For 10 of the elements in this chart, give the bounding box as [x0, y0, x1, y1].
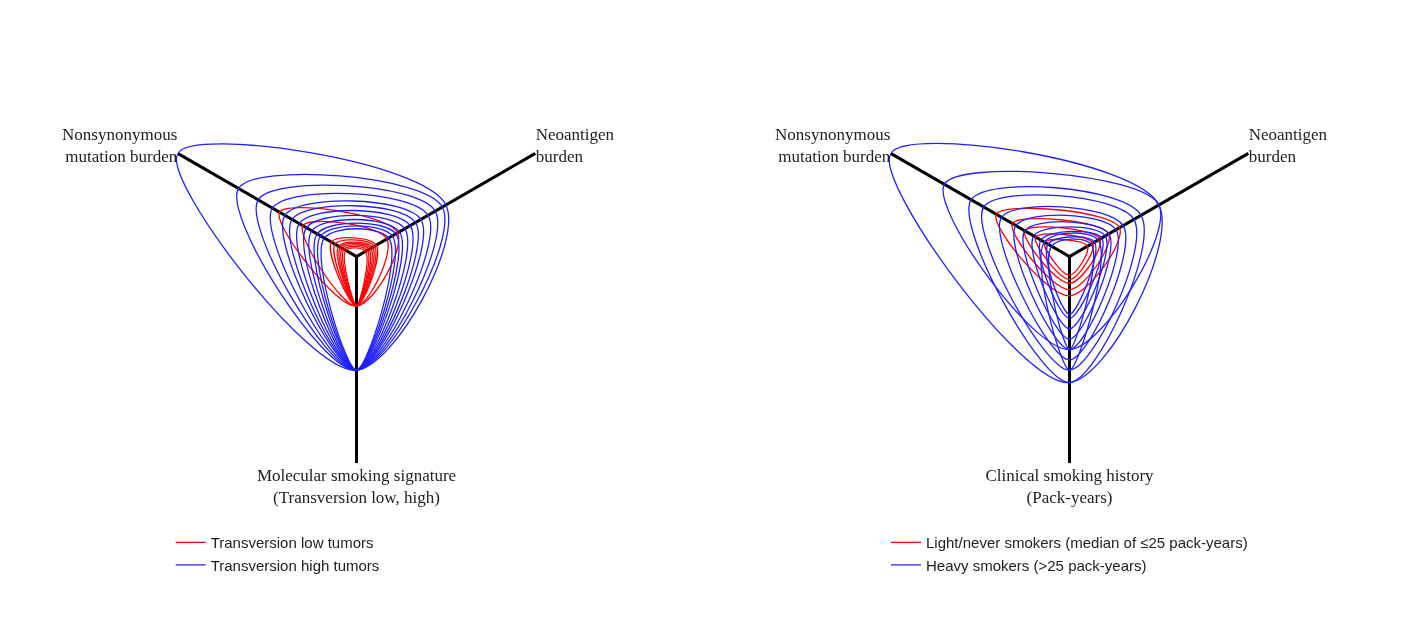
legend-label: Heavy smokers (>25 pack-years) — [926, 556, 1147, 574]
spoke-label: Molecular smoking signature (Transversion low, high) — [256, 465, 457, 507]
spoke-label: Neoantigen burden — [1248, 124, 1328, 167]
spoke-label: Neoantigen burden — [535, 124, 615, 167]
legend-label: Light/never smokers (median of ≤25 pack-years) — [926, 534, 1248, 552]
legend-label: Transversion high tumors — [210, 556, 380, 574]
spoke-label: Nonsynonymous mutation burden — [775, 124, 891, 167]
spoke-label: Clinical smoking history (Pack-years) — [985, 465, 1155, 507]
spoke-label: Nonsynonymous mutation burden — [62, 124, 178, 167]
legend-label: Transversion low tumors — [210, 534, 374, 552]
